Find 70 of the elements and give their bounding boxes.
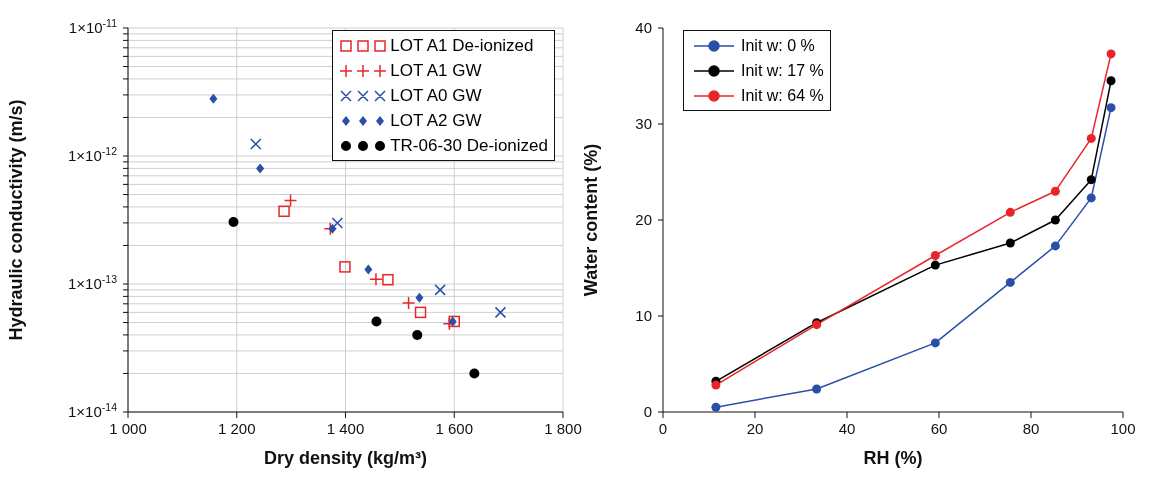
point [1106,49,1116,59]
point [1005,207,1015,217]
point [414,306,427,319]
point [412,329,423,340]
point [434,284,446,296]
point [494,306,507,319]
point [469,368,480,379]
point [256,163,265,174]
point [1050,241,1060,251]
y-tick-label: 30 [635,115,652,132]
y-axis-title: Water content (%) [581,143,602,297]
point [1005,277,1015,287]
x-tick-label: 1 800 [544,420,582,437]
point [369,272,383,286]
point [1086,175,1096,185]
x-tick-label: 1 400 [326,420,365,437]
point [1050,186,1060,196]
point [401,296,416,310]
x-tick-label: 20 [746,420,764,437]
point [711,402,721,412]
x-axis-title: RH (%) [863,448,923,468]
point [1005,238,1015,248]
point [278,205,290,218]
legend-label: LOT A1 GW [390,60,482,82]
y-tick-label: 1×10$^{-14}$ [68,401,118,420]
legend-label: Init w: 0 % [741,36,815,56]
point [283,193,298,208]
point [228,217,239,228]
y-axis-title: Hydraulic conductivity (m/s) [6,99,27,341]
point [364,264,373,275]
legend-label: Init w: 64 % [741,86,824,106]
point [1106,103,1116,113]
x-tick-label: 80 [1022,420,1040,437]
point [209,93,218,104]
x-tick-label: 1 600 [435,420,474,437]
legend-label: TR-06-30 De-ionized [390,135,548,157]
point [711,380,721,390]
point [371,316,382,327]
y-tick-label: 1×10$^{-11}$ [68,17,118,36]
point [930,251,940,261]
y-tick-label: 1×10$^{-13}$ [68,273,118,292]
x-axis-title: Dry density (kg/m³) [263,448,428,468]
point [382,273,394,286]
y-tick-label: 0 [643,403,652,420]
point [415,292,424,303]
legend-label: LOT A1 De-ionized [390,35,534,57]
point [812,384,822,394]
x-tick-label: 100 [1110,420,1136,437]
x-tick-label: 1 200 [217,420,256,437]
point [328,223,337,234]
point [1106,76,1116,86]
point [930,338,940,348]
point [1086,133,1096,143]
y-tick-label: 10 [635,307,652,324]
legend-label: LOT A2 GW [390,110,482,132]
point [1086,193,1096,203]
point [331,217,344,229]
x-tick-label: 60 [930,420,948,437]
y-tick-label: 40 [635,19,652,36]
point [339,261,351,273]
x-tick-label: 0 [658,420,668,437]
x-tick-label: 40 [838,420,856,437]
legend-label: LOT A0 GW [390,85,482,107]
x-tick-label: 1 000 [109,420,147,437]
point [250,138,262,150]
y-tick-label: 1×10$^{-12}$ [68,145,118,164]
legend-label: Init w: 17 % [741,61,824,81]
y-tick-label: 20 [635,211,652,228]
point [930,260,940,270]
point [1050,215,1060,225]
